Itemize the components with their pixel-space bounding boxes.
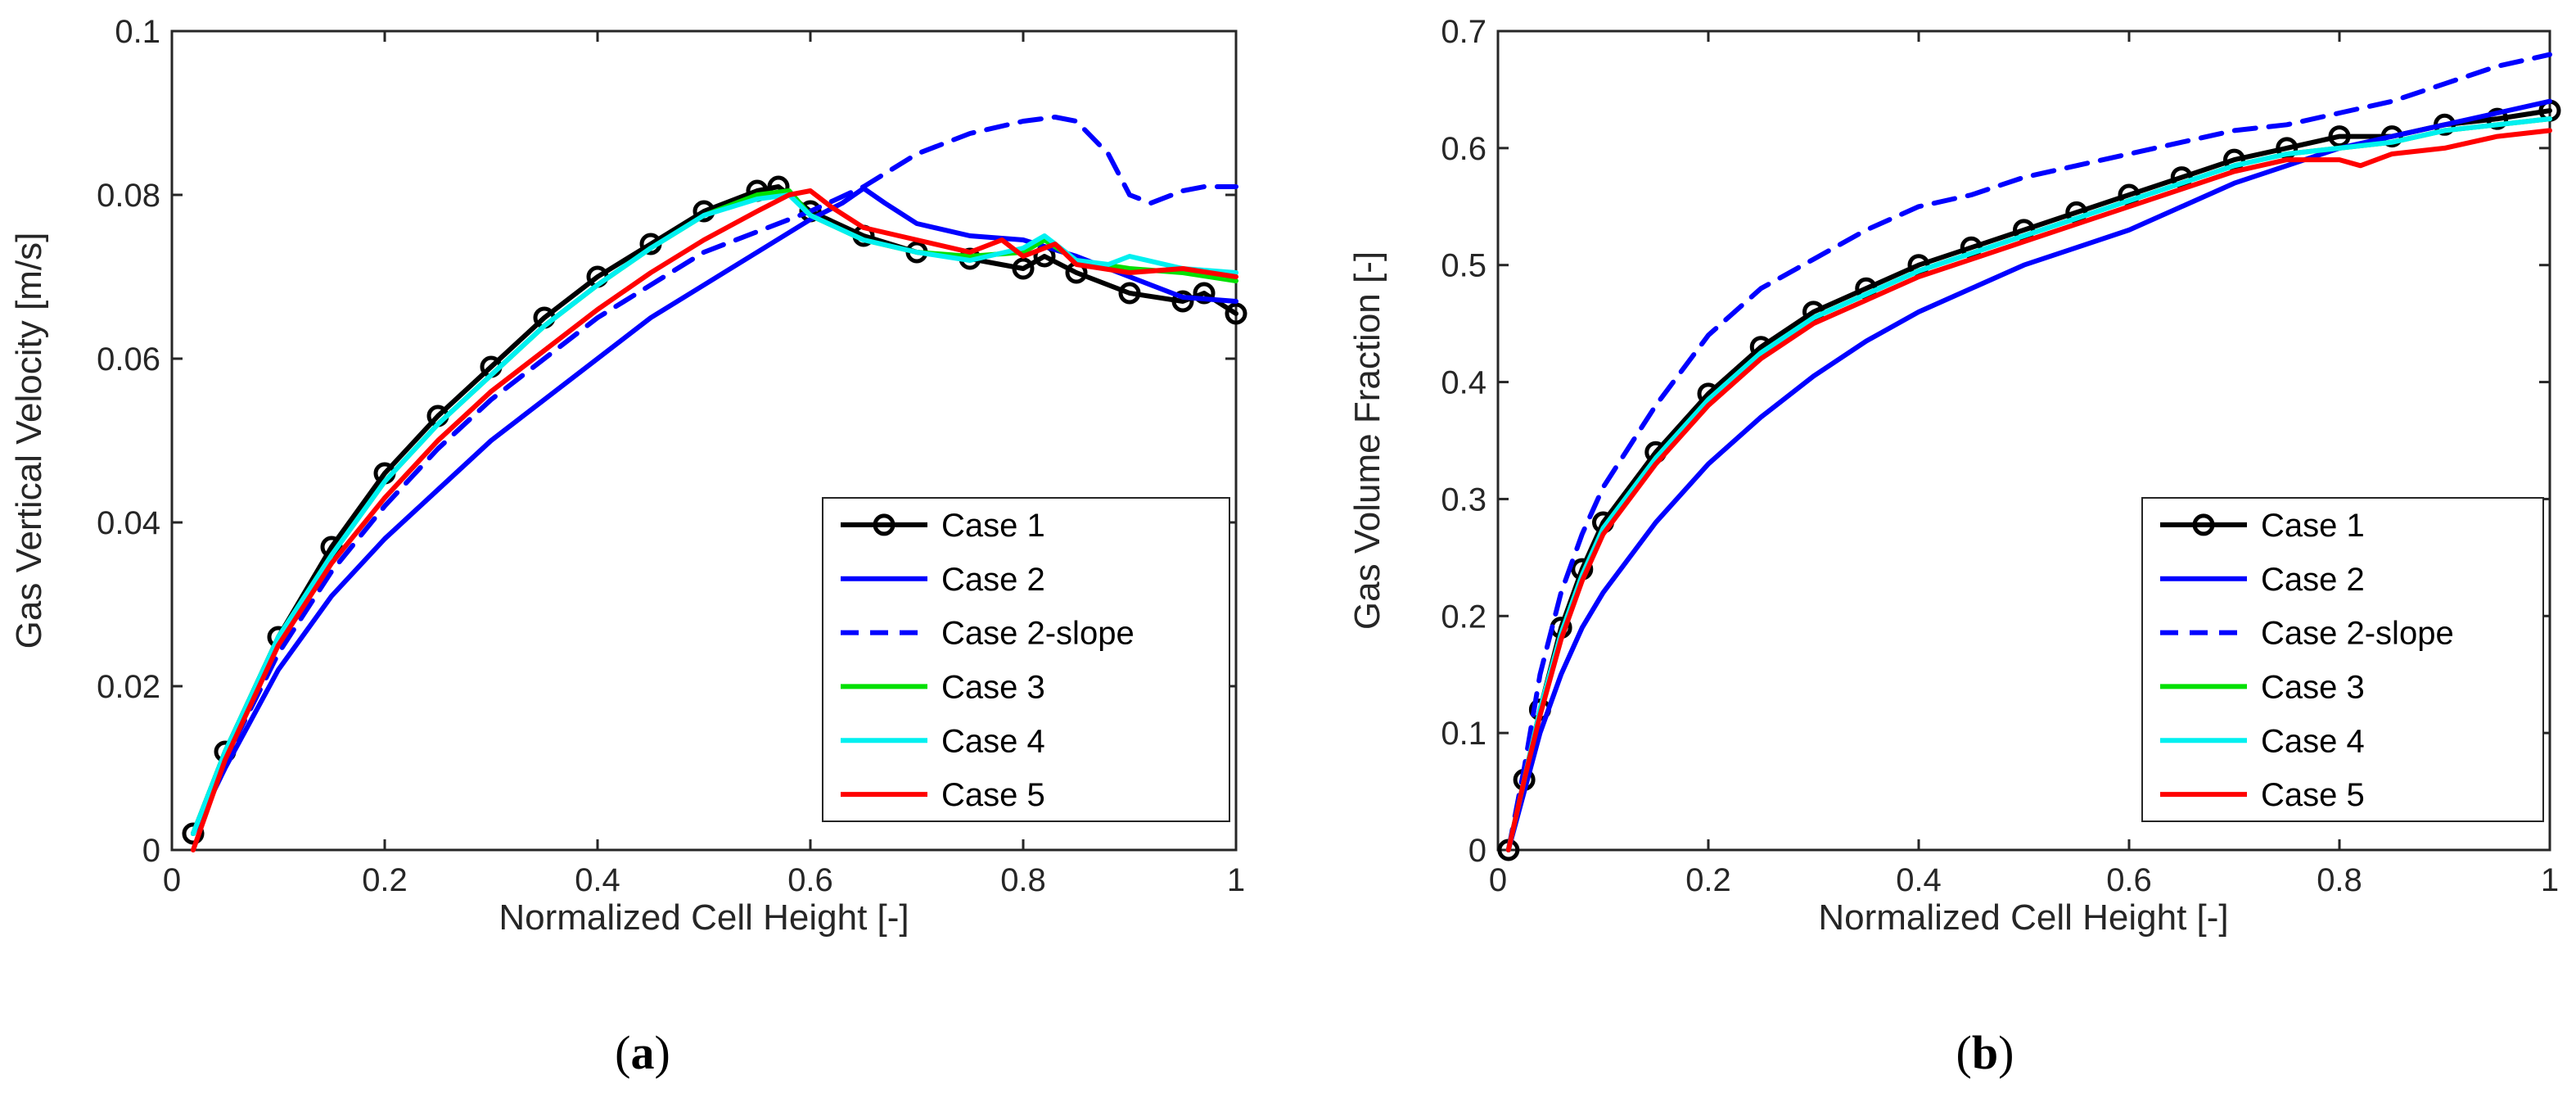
legend-marker-case-1 xyxy=(2192,513,2215,536)
data-point-case-1 xyxy=(1012,257,1035,280)
y-tick-label: 0 xyxy=(142,833,160,869)
y-tick-label: 0.02 xyxy=(97,669,160,705)
x-tick-label: 0.8 xyxy=(2317,862,2362,898)
legend-marker-case-1 xyxy=(873,513,896,536)
y-tick-label: 0.4 xyxy=(1441,365,1487,401)
panel-label-b-letter: b xyxy=(1972,1026,1998,1079)
y-axis-ticks-b: 0 0.1 0.2 0.3 0.4 0.5 0.6 0.7 xyxy=(1441,14,2550,869)
y-tick-label: 0.7 xyxy=(1441,14,1487,50)
legend-label-case-3: Case 3 xyxy=(941,669,1045,705)
x-axis-ticks-a: 0 0.2 0.4 0.6 0.8 1 xyxy=(163,31,1245,898)
data-point-case-1 xyxy=(1907,254,1930,277)
series-line-case-5 xyxy=(1505,128,2552,852)
data-point-case-1 xyxy=(2013,219,2035,242)
chart-panel-a: 0 0.2 0.4 0.6 0.8 1 0 0.02 0.04 0.06 0.08 0.1 Norm… xyxy=(9,14,1247,938)
legend-label-case-2: Case 2 xyxy=(2261,562,2365,598)
data-point-case-1 xyxy=(2170,166,2193,189)
y-tick-label: 0.08 xyxy=(97,178,160,214)
x-tick-label: 1 xyxy=(1227,862,1245,898)
x-tick-label: 0.4 xyxy=(575,862,620,898)
y-tick-label: 0 xyxy=(1468,833,1487,869)
x-tick-label: 0.4 xyxy=(1896,862,1942,898)
x-tick-label: 0 xyxy=(1489,862,1507,898)
data-point-case-1 xyxy=(1118,282,1141,305)
series-line-case-2 xyxy=(191,186,1238,836)
y-tick-label: 0.6 xyxy=(1441,131,1487,167)
series-line-case-2-slope xyxy=(191,115,1238,836)
legend-label-case-5: Case 5 xyxy=(2261,777,2365,813)
data-point-case-1 xyxy=(1225,302,1247,325)
y-axis-label-b: Gas Volume Fraction [-] xyxy=(1347,251,1387,630)
data-point-case-1 xyxy=(2276,137,2299,160)
data-point-case-1 xyxy=(2118,183,2141,206)
data-point-case-1 xyxy=(2065,201,2088,224)
legend-b: Case 1 Case 2 Case 2-slope Case 3 Case 4 Case… xyxy=(2141,497,2544,822)
series-line-case-5 xyxy=(191,188,1238,852)
legend-label-case-1: Case 1 xyxy=(2261,508,2365,544)
y-tick-label: 0.2 xyxy=(1441,599,1487,635)
y-tick-label: 0.3 xyxy=(1441,481,1487,518)
legend-label-case-3: Case 3 xyxy=(2261,669,2365,705)
chart-panel-b: 0 0.2 0.4 0.6 0.8 1 0 0.1 0.2 0.3 0.4 0.5 0.6 0.7 No… xyxy=(1347,14,2561,938)
x-axis-label-a: Normalized Cell Height [-] xyxy=(499,897,909,938)
panel-label-a: (a) xyxy=(615,1026,670,1079)
x-tick-label: 1 xyxy=(2541,862,2559,898)
series-line-case-2-slope xyxy=(1505,52,2552,852)
data-point-case-1 xyxy=(182,822,205,845)
legend-label-case-1: Case 1 xyxy=(941,508,1045,544)
series-line-case-4 xyxy=(191,192,1238,836)
x-tick-label: 0.2 xyxy=(1685,862,1731,898)
legend-a: Case 1 Case 2 Case 2-slope Case 3 Case 4 Case… xyxy=(822,497,1230,822)
legend-box xyxy=(822,497,1230,822)
x-tick-label: 0.2 xyxy=(362,862,408,898)
data-point-case-1 xyxy=(2223,148,2245,171)
data-point-case-1 xyxy=(1171,290,1194,313)
data-point-case-1 xyxy=(2486,107,2509,130)
y-tick-label: 0.5 xyxy=(1441,248,1487,284)
legend-label-case-2: Case 2 xyxy=(941,562,1045,598)
y-tick-label: 0.06 xyxy=(97,341,160,377)
legend-label-case-4: Case 4 xyxy=(2261,723,2365,759)
y-tick-label: 0.04 xyxy=(97,505,160,541)
legend-label-case-2-slope: Case 2-slope xyxy=(941,616,1135,652)
y-axis-label-a: Gas Vertical Velocity [m/s] xyxy=(9,233,49,649)
x-tick-label: 0.6 xyxy=(787,862,833,898)
y-axis-ticks-a: 0 0.02 0.04 0.06 0.08 0.1 xyxy=(97,14,1236,869)
x-axis-label-b: Normalized Cell Height [-] xyxy=(1818,897,2228,938)
legend-label-case-5: Case 5 xyxy=(941,777,1045,813)
panel-label-b: (b) xyxy=(1956,1026,2014,1079)
x-tick-label: 0.8 xyxy=(1000,862,1046,898)
data-point-case-1 xyxy=(1193,282,1216,305)
y-tick-label: 0.1 xyxy=(1441,716,1487,752)
data-point-case-1 xyxy=(1960,236,1983,259)
x-tick-label: 0.6 xyxy=(2106,862,2152,898)
y-tick-label: 0.1 xyxy=(115,14,160,50)
legend-label-case-2-slope: Case 2-slope xyxy=(2261,616,2454,652)
series-lines-b xyxy=(1497,52,2561,861)
legend-box xyxy=(2141,497,2544,822)
x-axis-ticks-b: 0 0.2 0.4 0.6 0.8 1 xyxy=(1489,31,2559,898)
x-tick-label: 0 xyxy=(163,862,181,898)
data-point-case-1 xyxy=(2328,125,2351,148)
legend-label-case-4: Case 4 xyxy=(941,723,1045,759)
panel-label-a-letter: a xyxy=(631,1026,655,1079)
series-lines-a xyxy=(182,115,1247,852)
